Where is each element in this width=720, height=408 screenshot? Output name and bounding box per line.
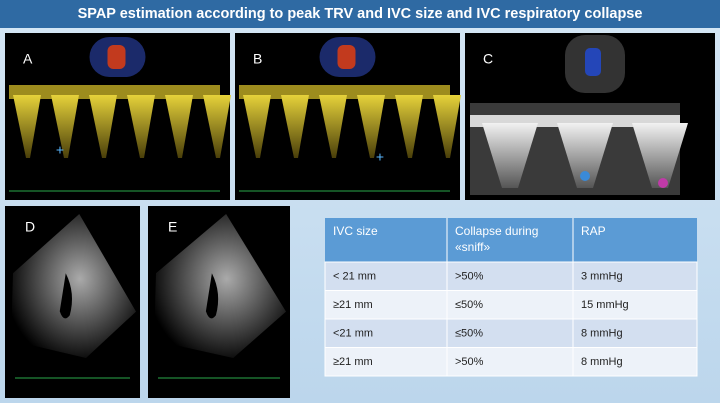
table-cell: <21 mm (333, 327, 373, 339)
table-cell: 3 mmHg (581, 270, 623, 282)
panel-label: A (23, 51, 33, 67)
image-panel: +B (235, 33, 461, 200)
image-panel: D (5, 206, 140, 398)
table-cell: ≥21 mm (333, 356, 373, 368)
velocity-envelope (632, 123, 688, 188)
velocity-envelope (127, 95, 155, 158)
table-cell: ≤50% (455, 327, 483, 339)
table-cell: ≥21 mm (333, 299, 373, 311)
velocity-envelope (433, 95, 461, 158)
color-flow (585, 48, 601, 76)
table-row (324, 290, 698, 320)
velocity-envelope (51, 95, 79, 158)
table-row (324, 318, 698, 348)
title: SPAP estimation according to peak TRV an… (78, 6, 643, 22)
marker: + (56, 142, 64, 158)
title-bar (0, 0, 720, 28)
vessel (205, 273, 219, 319)
velocity-envelope (281, 95, 309, 158)
velocity-envelope (319, 95, 347, 158)
panel-label: E (168, 219, 177, 235)
image-panel: +A (5, 33, 231, 200)
vessel (59, 273, 72, 319)
velocity-envelope (357, 95, 385, 158)
marker: + (376, 149, 384, 165)
velocity-envelope (203, 95, 231, 158)
echo-sector (154, 214, 286, 358)
table-cell: >50% (455, 270, 484, 282)
velocity-envelope (13, 95, 41, 158)
table-cell: >50% (455, 356, 484, 368)
table-cell: ≤50% (455, 299, 483, 311)
panels: +A+B CD E (5, 33, 715, 398)
table-cell: 8 mmHg (581, 327, 623, 339)
velocity-envelope (165, 95, 193, 158)
table-cell: < 21 mm (333, 270, 376, 282)
table-cell: 8 mmHg (581, 356, 623, 368)
image-panel: E (148, 206, 290, 398)
color-flow (107, 45, 126, 69)
column-header: RAP (581, 224, 606, 238)
image-panel: C (465, 33, 715, 200)
header-line: Collapse during (455, 224, 538, 238)
table-cell: 15 mmHg (581, 299, 629, 311)
color-flow (337, 45, 356, 69)
marker (580, 171, 590, 181)
table-header (325, 218, 697, 262)
table: IVC size Collapse during «sniff» RAP < 21 mm… (324, 218, 698, 377)
panel-label: B (253, 51, 262, 67)
velocity-envelope (395, 95, 423, 158)
panel-label: D (25, 219, 35, 235)
header-line: «sniff» (455, 240, 490, 254)
velocity-envelope (557, 123, 613, 188)
panel-label: C (483, 51, 493, 67)
column-header: IVC size (333, 224, 378, 238)
table-row (324, 347, 698, 377)
echo-sector (11, 214, 136, 358)
velocity-envelope (482, 123, 538, 188)
velocity-envelope (89, 95, 117, 158)
table-row (324, 261, 698, 291)
velocity-envelope (243, 95, 271, 158)
marker (658, 178, 668, 188)
column-header: Collapse during «sniff» (455, 224, 538, 254)
